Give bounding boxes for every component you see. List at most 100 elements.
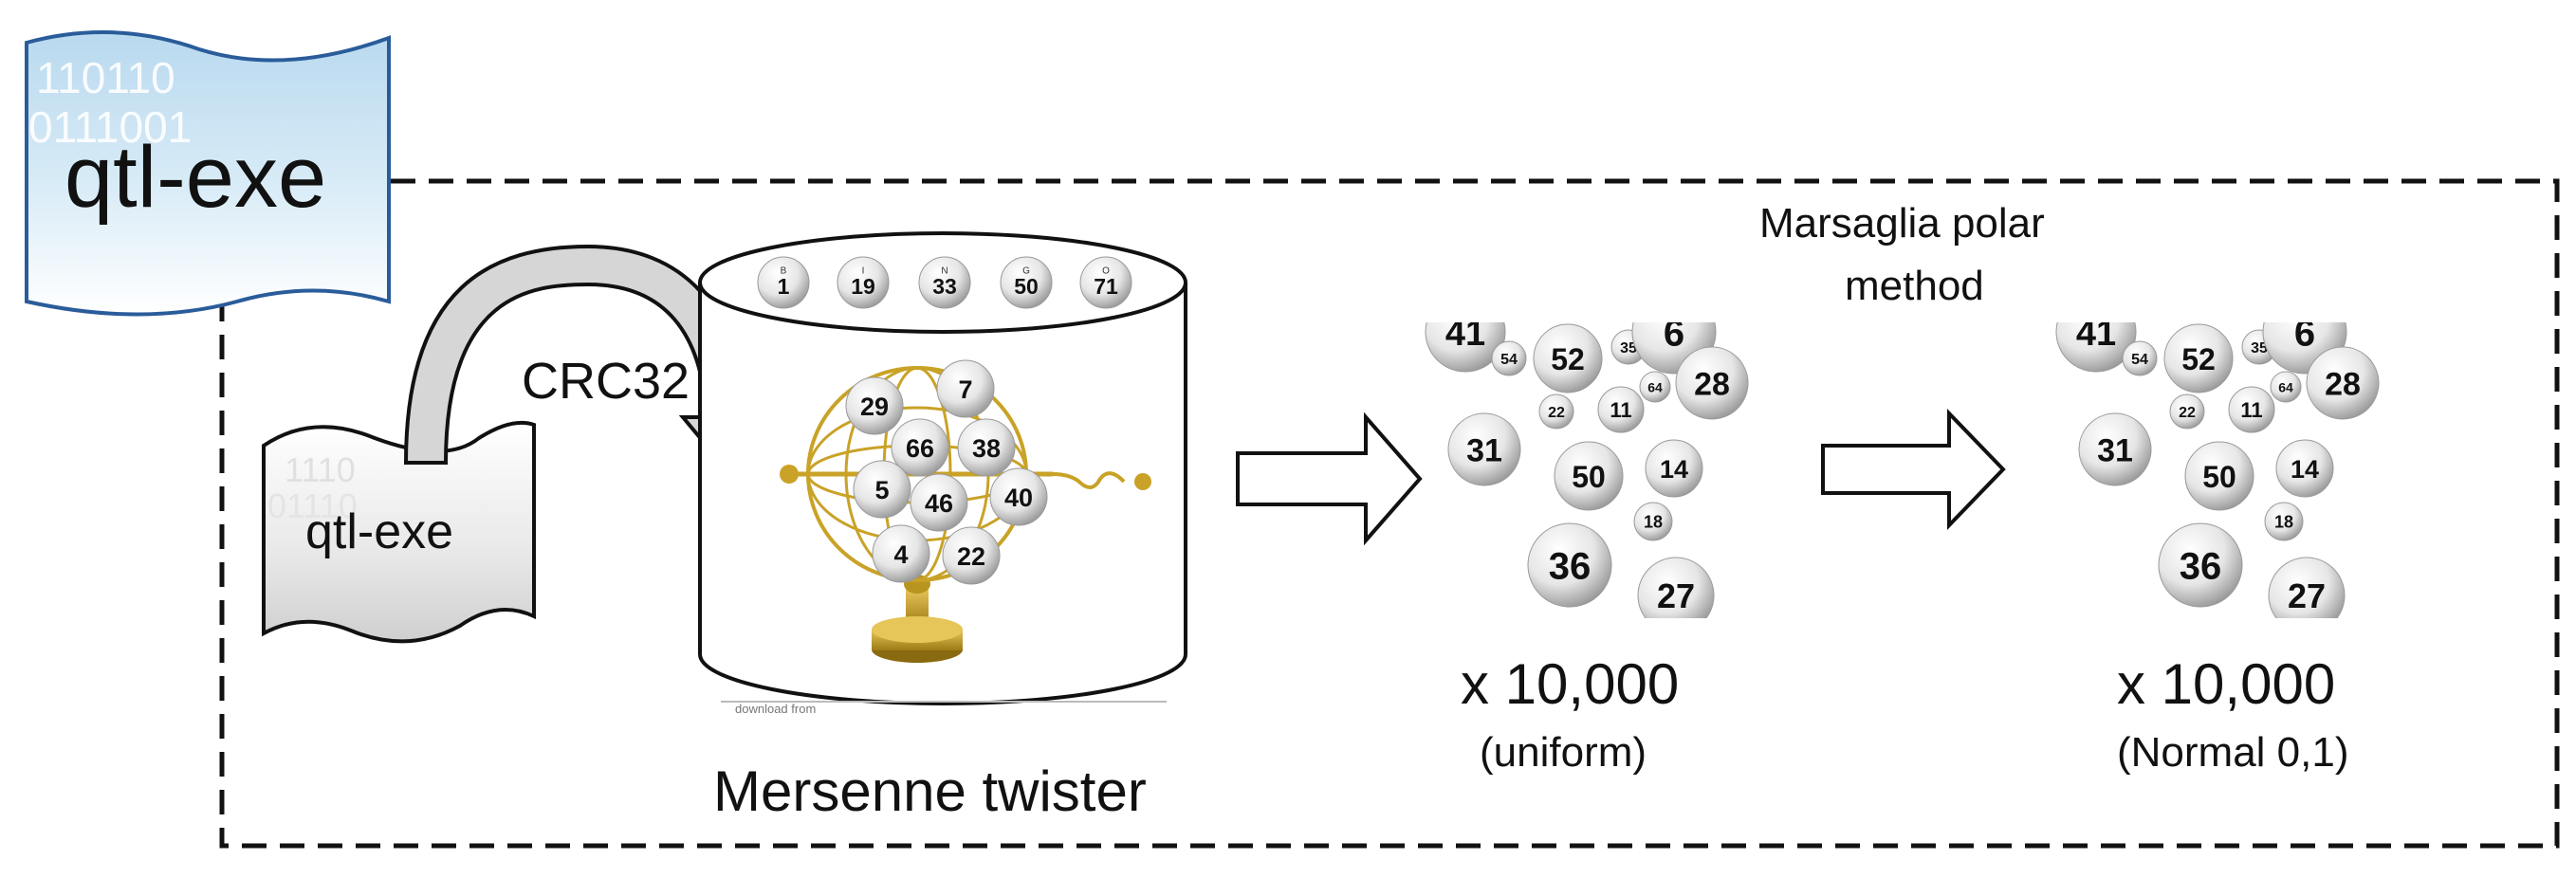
cage-ball: 29 (845, 376, 904, 435)
lottery-ball-number: 14 (2291, 455, 2319, 484)
lottery-ball-number: 28 (2325, 367, 2361, 403)
uniform-kind: (uniform) (1480, 729, 1647, 776)
top-ball-letter: O (1102, 266, 1110, 277)
lottery-ball-number: 18 (2274, 513, 2293, 532)
top-ball-number: 33 (932, 274, 957, 299)
lottery-ball-number: 22 (1548, 405, 1565, 421)
lottery-ball: 14 (1645, 439, 1703, 498)
cage-ball: 4 (872, 524, 930, 583)
lottery-ball: 22 (2169, 393, 2205, 430)
top-ball-letter: N (941, 266, 948, 277)
uniformBalls-clip: 41 54 52 35 6 28 22 11 64 31 50 14 18 36 27 (1425, 314, 1749, 618)
lottery-ball-number: 31 (2097, 433, 2133, 469)
lottery-ball-number: 64 (2278, 379, 2293, 394)
lottery-ball: 50 (2184, 441, 2254, 511)
lottery-ball: 36 (1527, 522, 1612, 608)
lottery-ball: 27 (1637, 557, 1715, 618)
lottery-ball-number: 6 (2294, 313, 2315, 355)
cage-ball-number: 40 (1004, 484, 1033, 512)
normal-count: x 10,000 (2117, 652, 2335, 716)
normal-kind: (Normal 0,1) (2117, 729, 2349, 776)
marsaglia-label-line1: Marsaglia polar (1759, 200, 2045, 247)
top-ball-letter: I (862, 266, 865, 277)
cage-ball-number: 5 (874, 476, 889, 504)
lottery-ball-number: 11 (2240, 398, 2262, 422)
mersenne-twister-label: Mersenne twister (713, 759, 1147, 823)
lottery-ball: 41 (1425, 314, 1506, 373)
lottery-ball-number: 41 (2076, 314, 2116, 354)
lottery-ball: 52 (2163, 323, 2234, 393)
top-ball: I19 (837, 256, 890, 309)
normalBalls-clip: 41 54 52 35 6 28 22 11 64 31 50 14 18 36 27 (2055, 313, 2380, 618)
lottery-ball: 18 (1633, 502, 1673, 541)
lottery-ball-number: 36 (2180, 546, 2222, 588)
top-ball: B1 (757, 256, 810, 309)
cage-ball: 22 (942, 526, 1001, 585)
top-ball-number: 1 (778, 274, 790, 299)
qtl-exe-banner: 110110 0111001 qtl-exe (25, 30, 391, 317)
lottery-ball: 41 (2055, 314, 2137, 373)
top-ball: O71 (1079, 256, 1132, 309)
lottery-ball-number: 27 (1657, 576, 1695, 615)
top-balls-row: B1 I19 N33 G50 O71 (757, 256, 1132, 309)
lottery-ball: 52 (1533, 323, 1603, 393)
lottery-ball: 31 (1447, 412, 1521, 486)
lottery-ball-number: 36 (1549, 546, 1592, 588)
lottery-ball-number: 31 (1466, 433, 1502, 469)
lottery-ball-number: 41 (1445, 314, 1485, 354)
crc32-label: CRC32 (522, 353, 690, 410)
lottery-ball: 50 (1554, 441, 1624, 511)
lottery-ball-number: 50 (1572, 460, 1606, 494)
top-ball: N33 (918, 256, 971, 309)
uniform-balls-image: 41 54 52 35 6 28 22 11 64 31 50 14 18 36 27 (1425, 314, 1749, 618)
lottery-ball-number: 28 (1694, 367, 1730, 403)
lottery-ball: 64 (2270, 371, 2302, 403)
source-doc-binary-line-2: 01110 (267, 486, 358, 525)
lottery-ball-number: 52 (1551, 342, 1585, 376)
top-ball-number: 19 (851, 274, 875, 299)
top-ball-number: 50 (1014, 274, 1039, 299)
lottery-ball: 54 (2122, 340, 2158, 376)
lottery-ball-number: 64 (1647, 379, 1663, 394)
lottery-ball-number: 52 (2181, 342, 2216, 376)
lottery-ball-number: 22 (2179, 405, 2196, 421)
lottery-ball: 11 (1597, 386, 1645, 433)
cage-ball: 5 (853, 460, 911, 519)
cage-ball-number: 7 (958, 375, 972, 404)
lottery-ball: 14 (2275, 439, 2334, 498)
lottery-ball: 36 (2158, 522, 2243, 608)
lottery-ball-number: 35 (1620, 340, 1637, 357)
lottery-ball: 18 (2264, 502, 2304, 541)
cage-ball-number: 66 (906, 434, 934, 463)
cage-balls: 29 7 66 38 5 46 40 4 22 (845, 359, 1048, 585)
top-ball-letter: B (781, 266, 787, 277)
lottery-ball: 11 (2228, 386, 2275, 433)
lottery-ball: 54 (1491, 340, 1527, 376)
lottery-ball: 27 (2268, 557, 2346, 618)
top-ball: G50 (1000, 256, 1053, 309)
lottery-ball: 28 (2306, 346, 2380, 420)
lottery-ball-number: 18 (1644, 513, 1663, 532)
arrow-to-normal (1821, 409, 2006, 530)
cage-ball-number: 38 (972, 434, 1001, 463)
cage-ball-number: 4 (893, 540, 908, 569)
marsaglia-label-line2: method (1845, 263, 1984, 309)
source-doc-binary-line-1: 1110 (285, 450, 356, 489)
top-ball-number: 71 (1094, 274, 1118, 299)
lottery-ball-number: 11 (1610, 398, 1631, 422)
arrow-to-uniform (1236, 412, 1423, 546)
cage-ball: 40 (989, 467, 1048, 526)
lottery-ball-number: 27 (2288, 576, 2326, 615)
source-doc-label: qtl-exe (305, 504, 453, 559)
banner-binary-line-1: 110110 (36, 53, 175, 102)
lottery-ball-number: 50 (2202, 460, 2236, 494)
cage-ball: 7 (936, 359, 995, 418)
lottery-ball-number: 35 (2251, 340, 2268, 357)
banner-title: qtl-exe (64, 129, 326, 226)
uniform-count: x 10,000 (1461, 652, 1679, 716)
top-ball-letter: G (1022, 266, 1030, 277)
lottery-ball: 31 (2078, 412, 2152, 486)
cage-ball-number: 29 (860, 393, 889, 421)
stock-credit-text: download from (735, 702, 816, 716)
